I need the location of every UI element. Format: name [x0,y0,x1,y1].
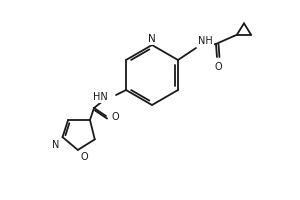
Text: N: N [52,140,59,150]
Text: O: O [214,62,222,72]
Text: HN: HN [93,92,108,102]
Text: NH: NH [198,36,213,46]
Text: N: N [148,34,156,44]
Text: O: O [81,152,88,162]
Text: O: O [111,112,118,122]
